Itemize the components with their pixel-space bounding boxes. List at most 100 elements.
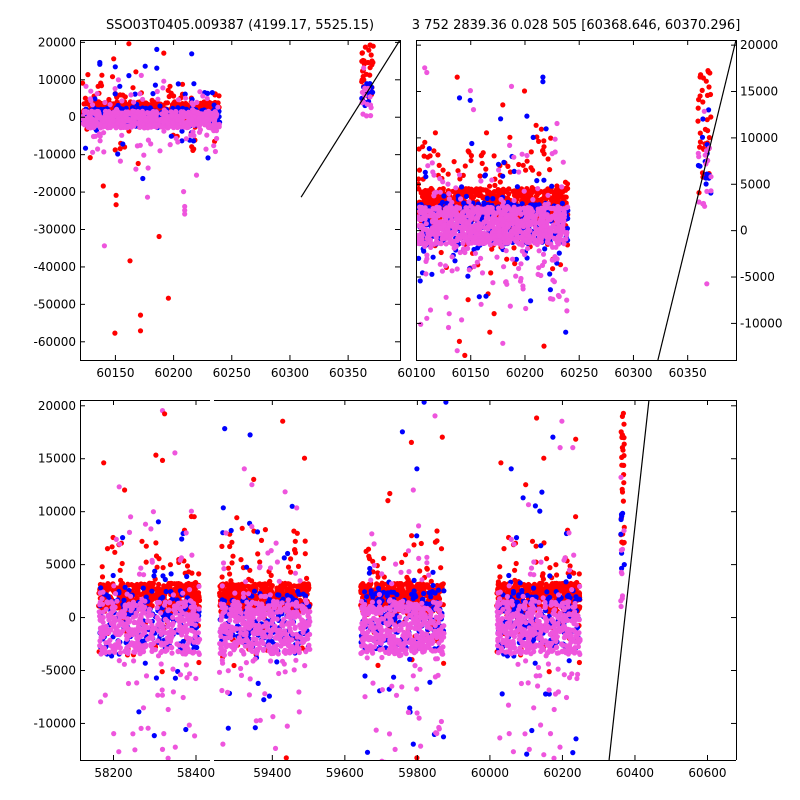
scatter-point bbox=[454, 266, 460, 272]
scatter-point bbox=[120, 535, 126, 541]
scatter-point bbox=[131, 123, 137, 129]
scatter-point bbox=[427, 153, 433, 159]
scatter-point bbox=[496, 167, 502, 173]
x-tick-label: 60300 bbox=[271, 366, 309, 380]
scatter-point bbox=[131, 658, 137, 664]
scatter-point bbox=[110, 117, 116, 123]
scatter-point-outlier bbox=[181, 189, 187, 195]
scatter-point bbox=[149, 559, 155, 565]
scatter-point bbox=[473, 215, 479, 221]
scatter-point bbox=[522, 231, 528, 237]
scatter-point bbox=[515, 206, 521, 212]
x-tick-label: 60100 bbox=[397, 366, 435, 380]
scatter-point bbox=[128, 514, 134, 520]
scatter-point bbox=[462, 249, 468, 256]
scatter-point bbox=[550, 277, 556, 283]
scatter-point bbox=[102, 99, 108, 106]
scatter-point bbox=[565, 204, 571, 210]
scatter-point bbox=[117, 83, 123, 89]
scatter-point bbox=[464, 220, 470, 226]
scatter-point bbox=[160, 594, 166, 600]
scatter-point bbox=[193, 675, 199, 682]
line-series-top-left bbox=[300, 40, 400, 198]
scatter-point-outlier bbox=[540, 79, 546, 85]
scatter-point bbox=[480, 187, 486, 193]
scatter-point bbox=[518, 211, 524, 217]
scatter-point bbox=[550, 296, 556, 302]
scatter-point bbox=[488, 235, 494, 241]
scatter-point bbox=[183, 111, 190, 117]
scatter-point bbox=[555, 198, 562, 204]
scatter-point bbox=[138, 725, 144, 732]
scatter-point bbox=[136, 709, 142, 715]
scatter-point bbox=[143, 543, 149, 549]
scatter-point bbox=[695, 105, 701, 111]
y-tick-label: -10000 bbox=[740, 316, 783, 330]
scatter-point bbox=[112, 91, 118, 97]
scatter-point bbox=[101, 645, 107, 651]
scatter-point bbox=[190, 650, 196, 656]
scatter-point bbox=[543, 188, 549, 194]
scatter-point bbox=[468, 203, 474, 209]
scatter-point bbox=[159, 687, 165, 693]
scatter-point bbox=[157, 588, 163, 594]
scatter-point bbox=[143, 559, 149, 565]
scatter-point bbox=[199, 102, 205, 108]
scatter-point bbox=[135, 634, 141, 640]
scatter-point bbox=[155, 653, 162, 659]
scatter-point bbox=[460, 240, 466, 246]
scatter-point bbox=[500, 208, 507, 214]
scatter-point bbox=[476, 192, 482, 199]
scatter-point bbox=[420, 144, 426, 150]
scatter-point bbox=[159, 648, 165, 654]
scatter-point bbox=[526, 210, 533, 216]
scatter-point bbox=[418, 321, 424, 327]
scatter-point bbox=[545, 201, 551, 207]
scatter-point bbox=[445, 181, 451, 187]
scatter-point bbox=[111, 615, 118, 621]
scatter-point bbox=[564, 225, 571, 232]
scatter-point bbox=[81, 115, 87, 122]
scatter-point bbox=[487, 242, 493, 248]
scatter-point bbox=[142, 598, 148, 604]
scatter-point-outlier bbox=[491, 311, 497, 317]
scatter-point bbox=[83, 83, 89, 89]
scatter-point bbox=[108, 599, 114, 605]
scatter-point bbox=[510, 220, 516, 226]
scatter-point bbox=[549, 183, 555, 189]
scatter-point bbox=[175, 139, 181, 145]
y-tick-label: 20000 bbox=[740, 38, 778, 52]
scatter-point bbox=[103, 108, 109, 115]
scatter-point-outlier bbox=[478, 301, 484, 307]
scatter-point bbox=[501, 264, 507, 270]
scatter-point bbox=[547, 271, 553, 277]
scatter-point-outlier bbox=[154, 46, 160, 53]
scatter-point bbox=[167, 599, 173, 606]
scatter-point bbox=[142, 660, 148, 666]
scatter-point bbox=[359, 77, 365, 83]
scatter-point bbox=[195, 595, 201, 601]
scatter-point bbox=[562, 179, 569, 185]
scatter-point bbox=[700, 99, 706, 105]
scatter-point bbox=[481, 209, 487, 215]
scatter-point bbox=[87, 114, 93, 120]
scatter-point bbox=[188, 121, 195, 127]
plot-panel-bottom: 58200 58400 59400 59600 59800 60000 60200 60400… bbox=[33, 399, 737, 780]
scatter-point bbox=[362, 85, 368, 91]
scatter-point bbox=[104, 546, 111, 552]
scatter-point bbox=[103, 640, 109, 646]
scatter-point-outlier bbox=[422, 65, 428, 71]
scatter-point bbox=[446, 220, 452, 226]
scatter-point bbox=[187, 671, 193, 677]
scatter-point bbox=[192, 634, 198, 640]
scatter-point bbox=[466, 208, 472, 215]
scatter-point bbox=[138, 116, 144, 122]
scatter-point bbox=[520, 162, 526, 168]
scatter-point bbox=[135, 625, 141, 631]
scatter-point bbox=[534, 178, 540, 184]
scatter-point bbox=[480, 195, 486, 201]
scatter-point bbox=[182, 600, 188, 606]
scatter-point bbox=[182, 91, 188, 97]
scatter-point bbox=[701, 108, 707, 114]
scatter-point bbox=[443, 241, 449, 247]
